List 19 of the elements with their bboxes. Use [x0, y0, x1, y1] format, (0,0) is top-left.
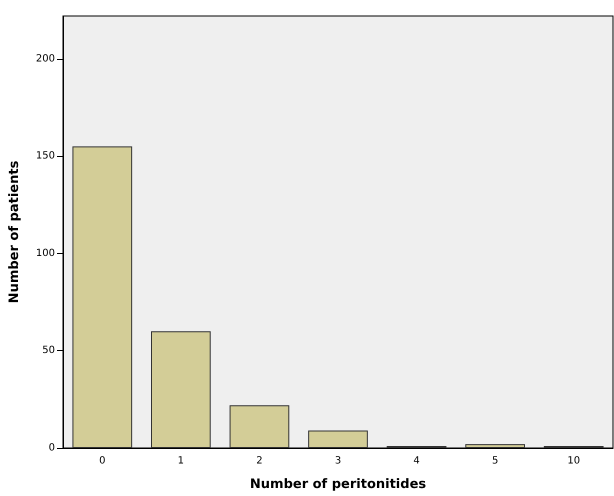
y-tick-label: 200	[36, 53, 55, 64]
x-tick-label: 2	[256, 456, 263, 466]
y-tick-label: 50	[42, 345, 55, 356]
y-tick-label: 0	[48, 442, 55, 454]
x-tick-label: 5	[492, 456, 498, 466]
bar	[465, 444, 525, 448]
bar	[230, 405, 290, 448]
y-tick-label: 150	[36, 150, 55, 162]
x-axis-title: Number of peritonitides	[250, 477, 426, 492]
x-tick-label: 0	[99, 456, 106, 466]
x-tick-label: 4	[413, 456, 420, 466]
bar	[72, 146, 132, 448]
x-tick-label: 3	[334, 456, 342, 466]
bar	[308, 430, 368, 448]
y-tick-label: 100	[36, 248, 55, 259]
x-tick-label: 1	[178, 456, 184, 466]
y-axis-title: Number of patients	[7, 160, 22, 304]
x-tick-label: 10	[567, 456, 580, 466]
bar	[151, 331, 211, 448]
